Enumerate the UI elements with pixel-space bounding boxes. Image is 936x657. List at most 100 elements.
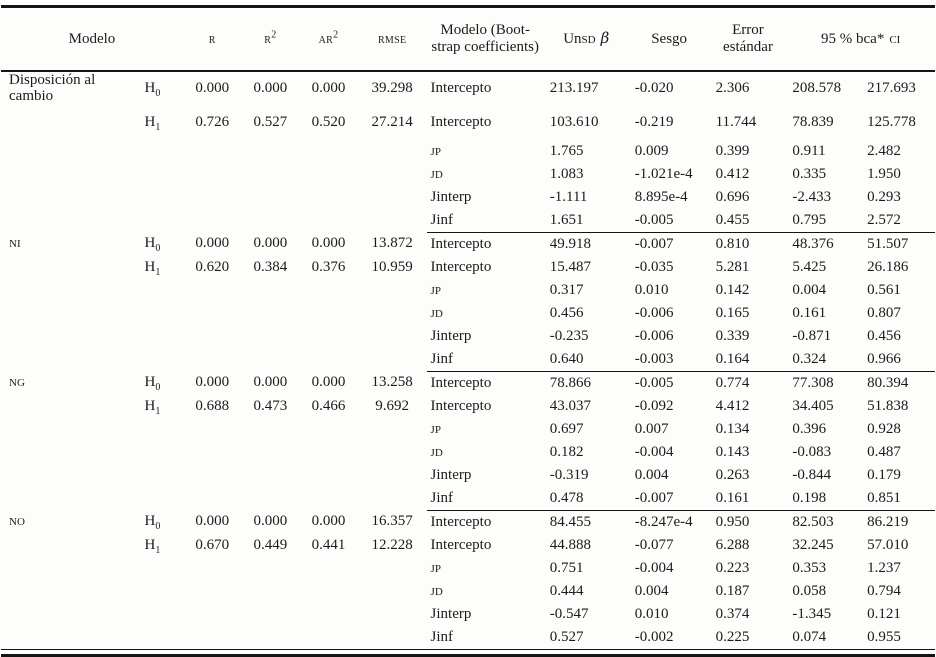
coefficient-label: JP (430, 142, 441, 159)
stat-r2 (242, 603, 300, 626)
value-unsd-beta: 0.527 (549, 628, 584, 645)
value-error-estandar: 5.281 (715, 258, 750, 275)
value-ci-upper: 0.561 (867, 281, 901, 298)
value-ci-upper: 125.778 (867, 114, 916, 131)
coefficient-label: JD (430, 304, 443, 321)
stat-r (183, 302, 242, 325)
value-unsd-beta: 0.456 (549, 304, 584, 321)
value-ci-lower: 78.839 (792, 114, 834, 131)
value-unsd-beta: -1.111 (549, 188, 588, 205)
stat-rmse: 9.692 (375, 397, 410, 414)
coefficient-label: JD (430, 443, 443, 460)
value-ci-upper: 26.186 (867, 258, 909, 275)
stat-r2 (242, 487, 300, 511)
coefficient-label: JP (430, 281, 441, 298)
table-row: NO H0 0.000 0.000 0.000 16.357 Intercepto 84.45… (1, 510, 935, 534)
table-row: Jinterp -1.111 8.895e-4 0.696 -2.433 0.293 (1, 186, 935, 209)
value-error-estandar: 0.810 (709, 232, 787, 256)
stat-rmse: 27.214 (371, 114, 413, 131)
model-label: Disposición al cambio (9, 72, 96, 104)
value-error-estandar: 6.288 (715, 536, 750, 553)
value-ci-lower: -0.871 (792, 327, 832, 344)
model-label (1, 256, 138, 279)
stat-ar2: 0.000 (311, 374, 346, 391)
value-ci-upper: 86.219 (861, 510, 935, 534)
table-row: Jinf 0.478 -0.007 0.161 0.198 0.851 (1, 487, 935, 511)
value-ci-lower: 5.425 (792, 258, 827, 275)
value-ci-upper: 0.794 (867, 582, 901, 599)
coefficient-label: Jinterp (430, 327, 472, 344)
coefficient-label: Intercepto (430, 258, 492, 275)
hypothesis-label (138, 557, 182, 580)
stat-r (183, 163, 242, 186)
value-unsd-beta: 0.317 (549, 281, 584, 298)
col-header-r: R (182, 6, 242, 72)
stat-ar2: 0.376 (311, 258, 346, 275)
stat-rmse (358, 557, 427, 580)
value-unsd-beta: 0.444 (549, 582, 584, 599)
value-sesgo: -0.007 (634, 489, 674, 506)
stat-rmse (358, 163, 427, 186)
value-sesgo: -8.247e-4 (628, 510, 710, 534)
table-row: JP 0.697 0.007 0.134 0.396 0.928 (1, 418, 935, 441)
value-error-estandar: 0.263 (715, 466, 750, 483)
coefficient-label: Intercepto (430, 397, 492, 414)
model-label (1, 464, 138, 487)
stat-r2: 0.527 (253, 114, 288, 131)
stat-r: 0.000 (195, 513, 230, 530)
col-header-rmse: RMSE (357, 6, 427, 72)
stat-rmse (358, 418, 427, 441)
stat-rmse (358, 464, 427, 487)
stat-r2 (242, 163, 300, 186)
stat-r2 (242, 325, 300, 348)
coefficient-label: Jinterp (430, 605, 472, 622)
value-ci-upper: 2.572 (867, 211, 901, 228)
stat-r2 (242, 626, 300, 650)
value-error-estandar: 0.134 (715, 420, 750, 437)
value-ci-lower: 0.335 (792, 165, 827, 182)
hypothesis-label (138, 603, 182, 626)
stat-r2 (242, 279, 300, 302)
stat-rmse (358, 140, 427, 163)
table-row: H1 0.670 0.449 0.441 12.228 Intercepto 44.888 -… (1, 534, 935, 557)
model-label: NI (9, 235, 21, 252)
hypothesis-label (138, 580, 182, 603)
header-bootstrap-label: Modelo (Boot­strap coeffi­cients) (431, 22, 539, 55)
stat-r2 (242, 302, 300, 325)
value-ci-upper: 51.507 (861, 232, 935, 256)
table-row: H1 0.620 0.384 0.376 10.959 Intercepto 15.487 -… (1, 256, 935, 279)
table-row: Jinf 0.640 -0.003 0.164 0.324 0.966 (1, 348, 935, 372)
value-ci-lower: -0.083 (792, 443, 832, 460)
stat-rmse (358, 302, 427, 325)
hypothesis-label (138, 209, 182, 233)
stat-r2: 0.000 (253, 513, 288, 530)
hypothesis-label: H1 (144, 397, 161, 417)
value-error-estandar: 0.455 (715, 211, 750, 228)
model-label (1, 580, 138, 603)
stat-ar2 (299, 626, 358, 650)
model-label (1, 487, 138, 511)
stat-ar2 (299, 464, 358, 487)
stat-ar2: 0.000 (311, 80, 346, 97)
stat-r2 (242, 580, 300, 603)
value-ci-lower: 0.396 (792, 420, 827, 437)
model-label: NG (9, 374, 25, 391)
value-ci-upper: 0.456 (867, 327, 901, 344)
value-ci-upper: 0.928 (867, 420, 901, 437)
stat-ar2 (299, 487, 358, 511)
stat-r (183, 580, 242, 603)
stat-r (183, 418, 242, 441)
header-r-label: R (208, 31, 216, 47)
table-row: Jinterp -0.319 0.004 0.263 -0.844 0.179 (1, 464, 935, 487)
regression-bootstrap-table: Modelo R R2 AR2 RMSE Modelo (Boot­strap … (1, 5, 935, 650)
col-header-modelo: Modelo (1, 6, 183, 72)
coefficient-label: Intercepto (426, 371, 544, 395)
model-label (1, 441, 138, 464)
stat-rmse: 12.228 (371, 536, 413, 553)
value-error-estandar: 0.223 (715, 559, 750, 576)
header-unsd-label: UnSD β (563, 29, 610, 48)
value-ci-lower: 48.376 (786, 232, 862, 256)
value-error-estandar: 0.374 (715, 605, 750, 622)
stat-ar2 (299, 325, 358, 348)
stat-r: 0.000 (195, 235, 230, 252)
